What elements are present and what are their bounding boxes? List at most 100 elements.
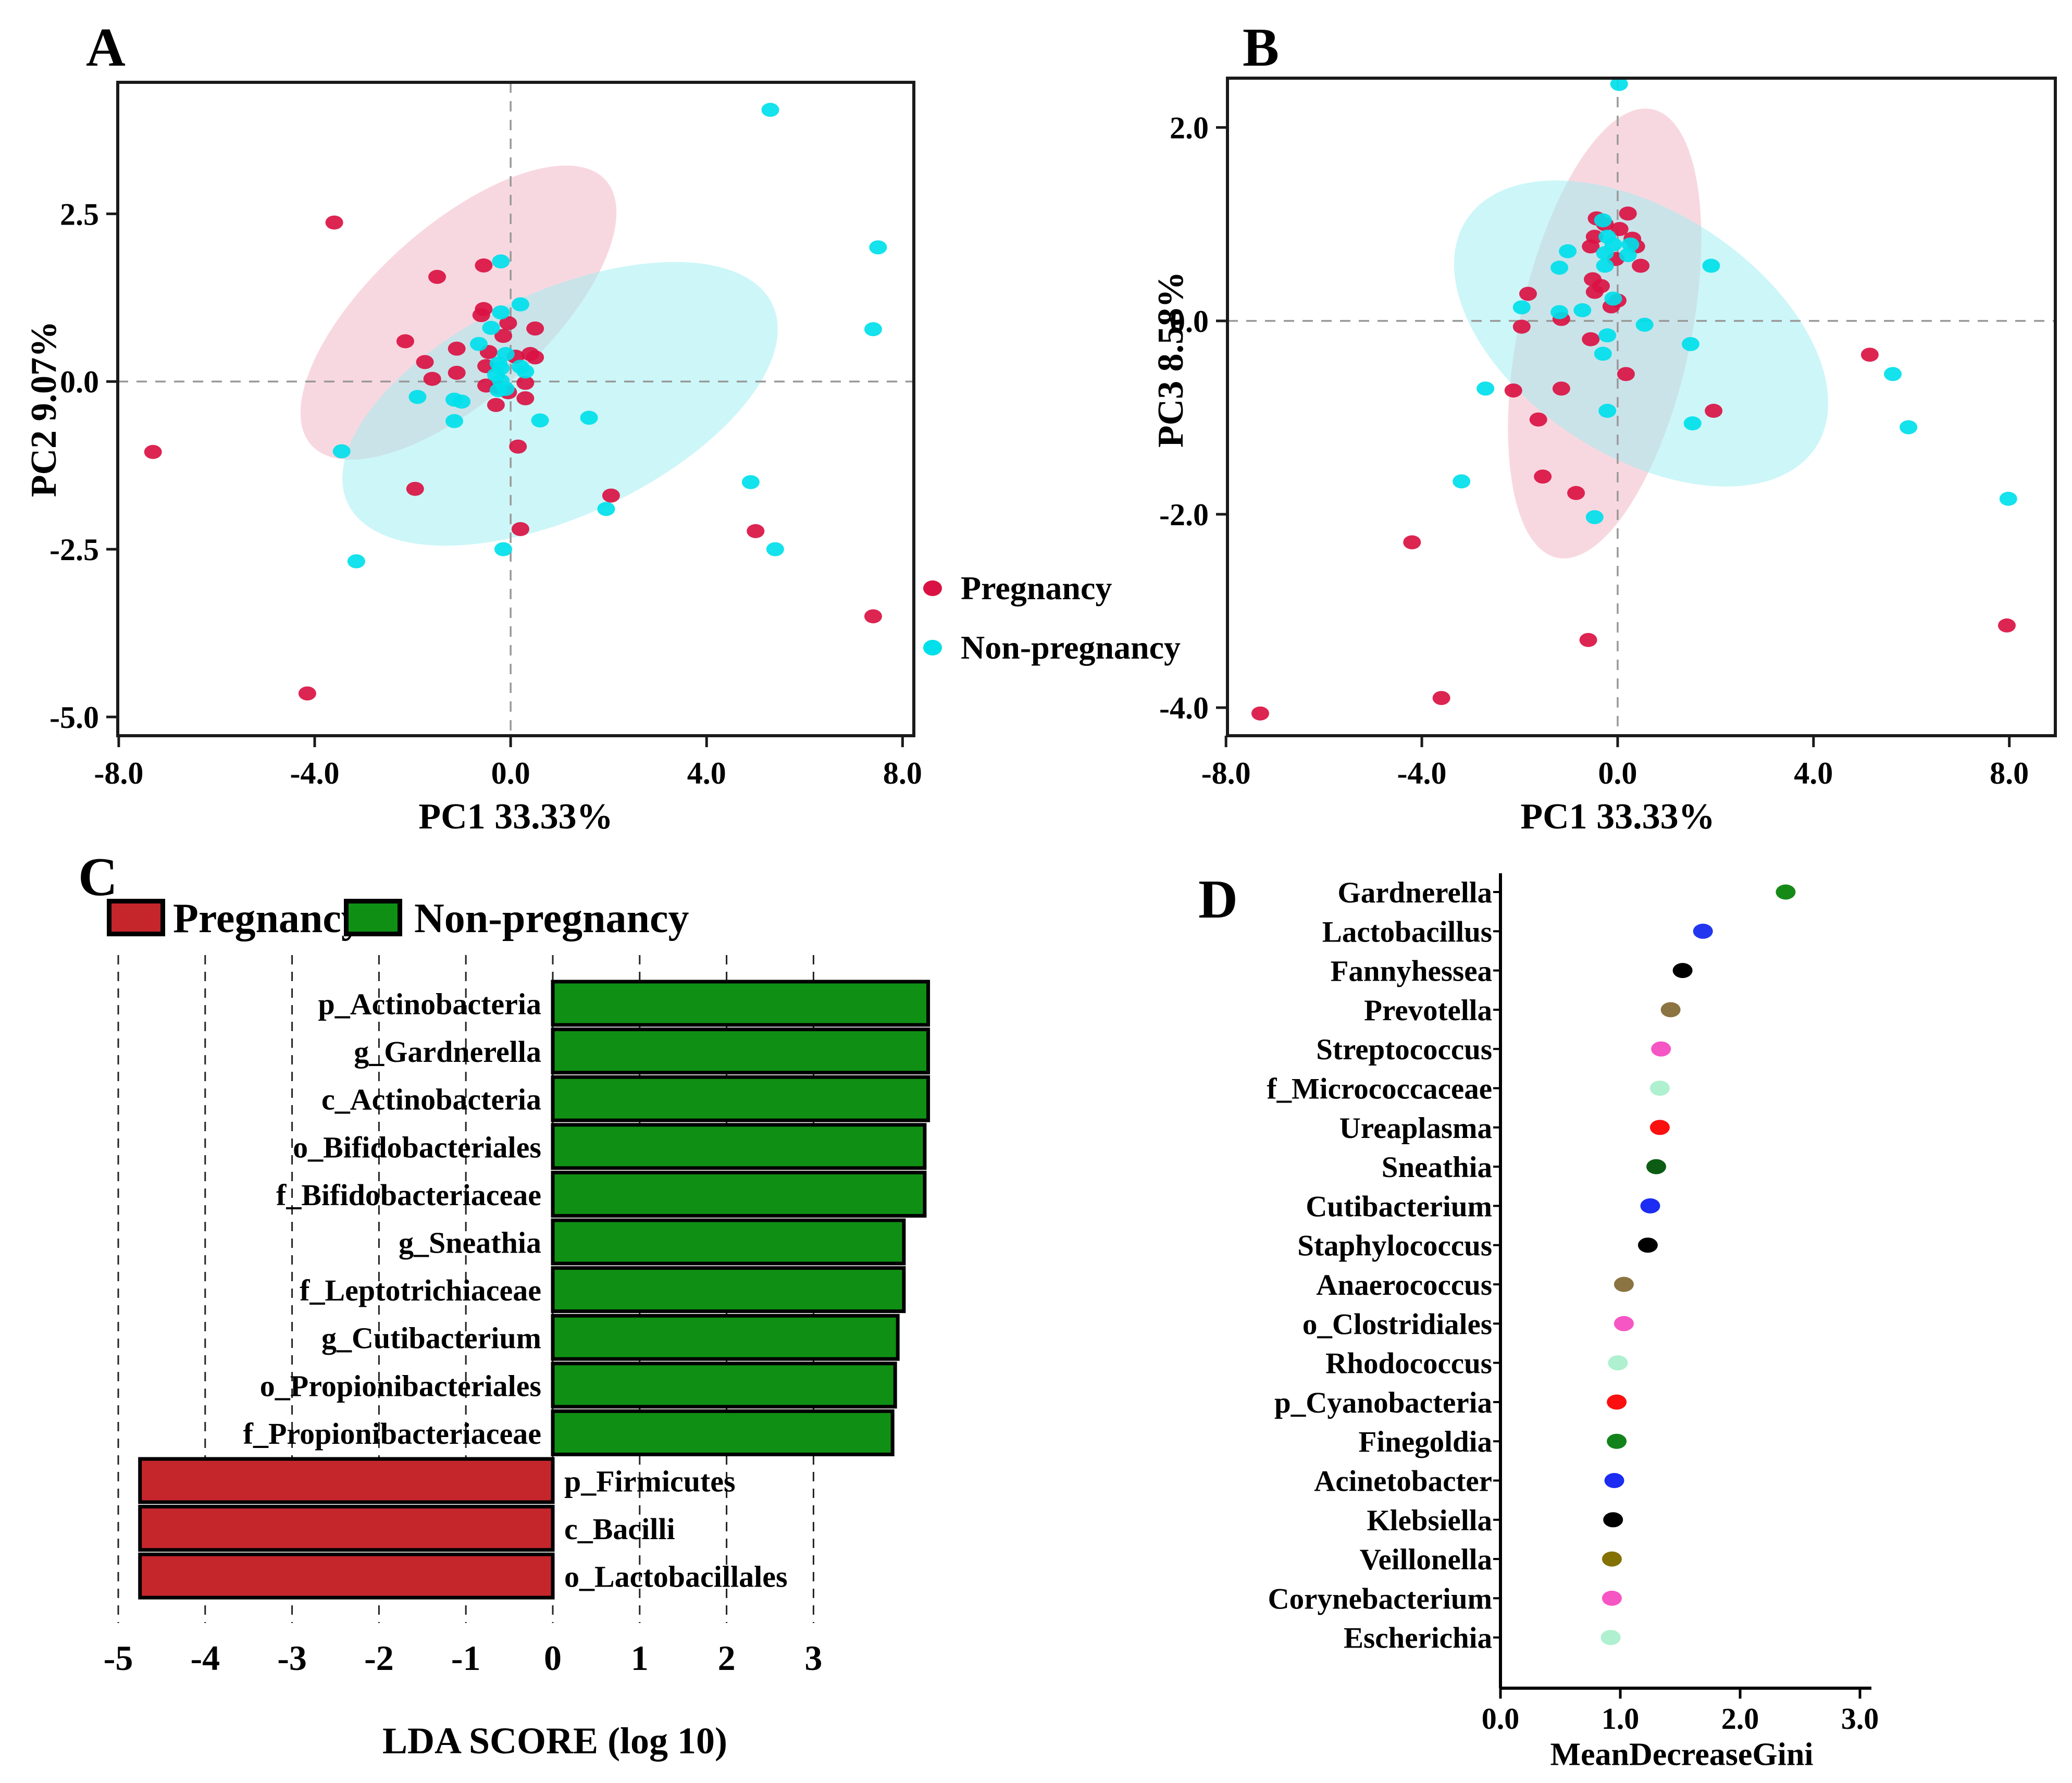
data-point [1594, 213, 1612, 228]
lda-bar [551, 1027, 930, 1075]
gini-dot [1607, 1394, 1627, 1410]
lda-bar [551, 1266, 906, 1314]
data-point [396, 334, 414, 349]
data-point [325, 215, 343, 230]
data-point [1567, 486, 1585, 500]
scatter-legend: Pregnancy Non-pregnancy [923, 569, 1181, 667]
gini-category-label: Acinetobacter [1314, 1465, 1492, 1498]
data-point [144, 444, 162, 459]
x-tick-label: -8.0 [94, 756, 143, 790]
data-point [475, 258, 493, 273]
data-point [1512, 300, 1531, 315]
legend-pregnancy-label: Pregnancy [961, 569, 1112, 606]
data-point [1705, 403, 1723, 418]
x-tick-label: -5 [104, 1638, 133, 1678]
gini-category-label: Klebsiella [1367, 1504, 1492, 1537]
gini-category-label: Prevotella [1364, 994, 1492, 1027]
gini-dot [1614, 1316, 1634, 1331]
data-point [1579, 633, 1597, 647]
data-point [741, 475, 760, 489]
gini-dot [1602, 1551, 1622, 1567]
gini-category-label: p_Cyanobacteria [1274, 1386, 1492, 1419]
data-point [1477, 381, 1495, 396]
gini-category-label: Streptococcus [1316, 1033, 1492, 1066]
gini-dot [1776, 884, 1796, 900]
data-point [511, 297, 529, 312]
lda-bar-label: p_Actinobacteria [318, 987, 542, 1021]
lda-bar [551, 980, 930, 1027]
lda-bar-label: o_Bifidobacteriales [293, 1130, 541, 1164]
panel-a-title: A [86, 17, 126, 78]
gini-dot [1651, 1041, 1671, 1057]
data-point [516, 391, 535, 405]
x-tick-label: 1 [631, 1638, 649, 1678]
gini-dot [1600, 1630, 1621, 1645]
data-point [494, 329, 513, 343]
panel-c-xlabel: LDA SCORE (log 10) [382, 1720, 728, 1762]
data-point [499, 316, 517, 330]
gini-dot [1649, 1120, 1670, 1135]
data-point [448, 341, 466, 356]
x-tick-label: 8.0 [883, 756, 922, 790]
gini-category-label: Anaerococcus [1316, 1269, 1492, 1302]
gini-category-label: Rhodococcus [1325, 1347, 1492, 1380]
gini-dot [1607, 1433, 1627, 1449]
lda-bar [551, 1314, 900, 1361]
lda-bar-label: g_Gardnerella [354, 1035, 541, 1069]
data-point [1596, 246, 1614, 261]
y-tick-label: 2.5 [60, 197, 99, 231]
panel-a: -8.0 -4.0 0.0 4.0 8.0 2.5 0.0 -2.5 -5.0 [49, 81, 922, 790]
data-point [1432, 691, 1450, 705]
panel-b: -8.0 -4.0 0.0 4.0 8.0 2.0 0.0 -2.0 -4.0 [1159, 77, 2057, 790]
data-point [1610, 78, 1628, 91]
data-point [1582, 239, 1600, 254]
data-point [516, 376, 535, 390]
data-point [1504, 383, 1522, 398]
x-tick-label: 3 [804, 1638, 822, 1678]
data-point [1604, 291, 1622, 306]
legend-item-non-pregnancy: Non-pregnancy [923, 628, 1181, 667]
data-point [423, 372, 441, 386]
data-point [487, 398, 505, 412]
data-point [482, 320, 500, 335]
lda-bar-label: f_Leptotrichiaceae [300, 1273, 541, 1307]
data-point [597, 502, 615, 516]
lda-bar-label: c_Actinobacteria [321, 1083, 541, 1117]
gini-dot [1646, 1159, 1666, 1174]
lda-bar-label: g_Sneathia [399, 1226, 541, 1260]
x-tick-label: -1 [451, 1638, 481, 1678]
data-point [428, 269, 446, 284]
data-point [1997, 618, 2016, 633]
data-point [298, 686, 316, 701]
lefse-non-pregnancy-label: Non-pregnancy [414, 896, 689, 942]
lda-bar [138, 1505, 555, 1552]
x-tick-label: 3.0 [1841, 1702, 1879, 1736]
gini-dot [1603, 1512, 1623, 1528]
lda-bar-label: o_Lactobacillales [564, 1560, 788, 1594]
lda-bar-label: f_Bifidobacteriaceae [276, 1178, 541, 1212]
gini-category-label: Fannyhessea [1331, 955, 1492, 988]
x-tick-label: -8.0 [1201, 756, 1251, 790]
data-point [516, 364, 535, 379]
gini-category-label: Cutibacterium [1306, 1190, 1492, 1223]
x-tick-label: -3 [277, 1638, 307, 1678]
legend-non-pregnancy-label: Non-pregnancy [961, 629, 1181, 666]
data-point [1683, 416, 1702, 431]
data-point [509, 439, 527, 454]
data-point [1512, 319, 1531, 334]
data-point [1519, 287, 1537, 301]
data-point [580, 411, 598, 425]
data-point [1453, 474, 1471, 489]
lda-bar [551, 1218, 906, 1266]
panel-b-title: B [1243, 17, 1280, 78]
gini-category-label: f_Micrococcaceae [1267, 1073, 1492, 1106]
panel-b-ellipse-non-pregnancy [1454, 180, 1829, 487]
data-point [1534, 469, 1552, 484]
gini-category-label: Sneathia [1382, 1151, 1492, 1184]
data-point [1621, 237, 1640, 252]
gini-dot [1660, 1002, 1681, 1018]
gini-category-label: Veillonella [1360, 1543, 1492, 1576]
y-tick-label: 0.0 [1170, 304, 1209, 339]
gini-dot [1602, 1590, 1622, 1606]
data-point [766, 542, 784, 556]
